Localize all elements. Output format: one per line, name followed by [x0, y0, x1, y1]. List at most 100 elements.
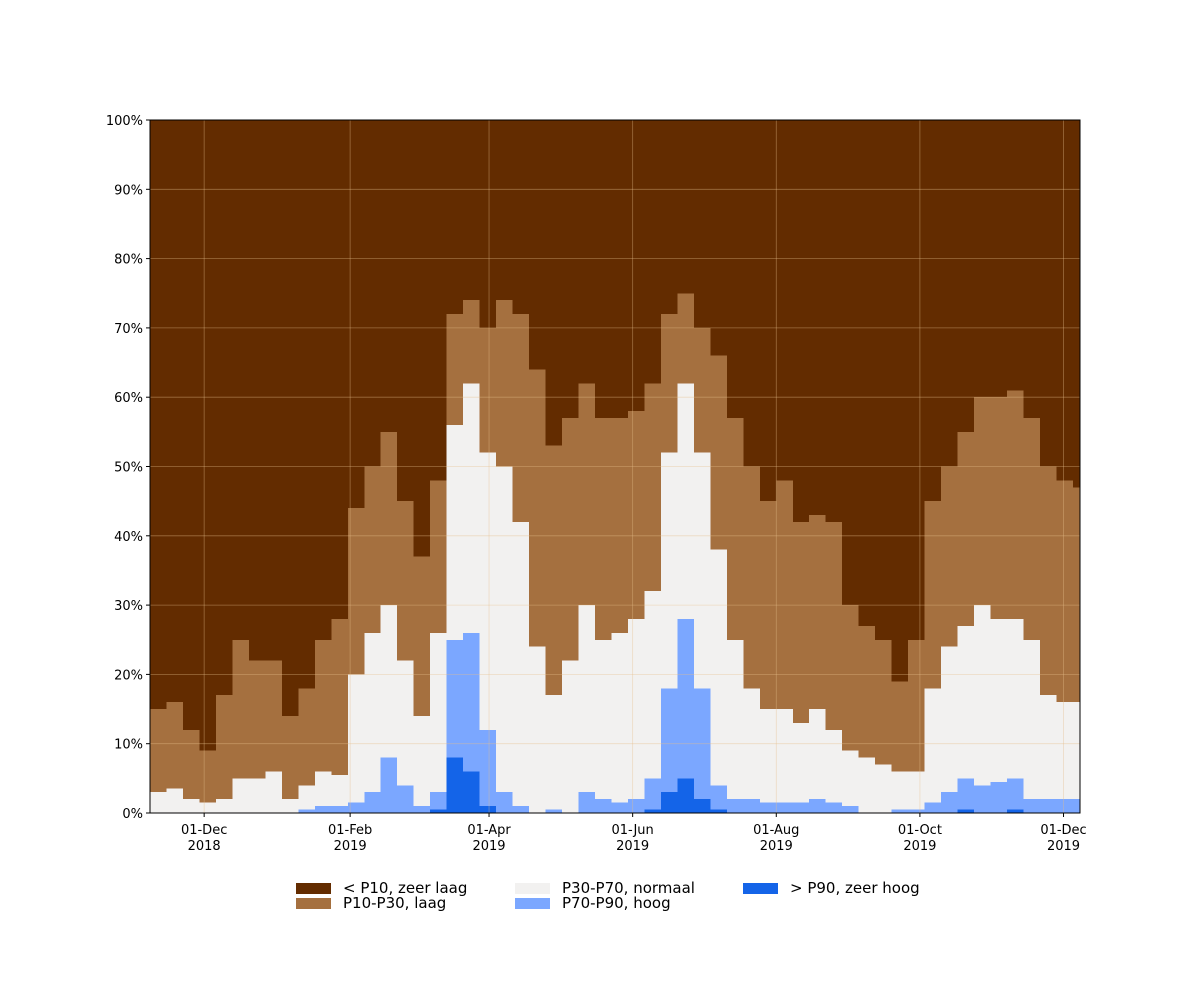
area-segment	[430, 120, 448, 481]
area-segment	[677, 383, 695, 619]
area-segment	[908, 809, 926, 813]
legend-swatch	[743, 883, 778, 894]
area-segment	[430, 480, 448, 633]
area-segment	[627, 618, 646, 800]
area-segment	[809, 515, 827, 710]
area-segment	[660, 452, 678, 689]
area-segment	[660, 688, 678, 793]
area-segment	[182, 120, 201, 730]
area-segment	[496, 120, 514, 301]
area-segment	[611, 417, 629, 633]
area-segment	[248, 120, 266, 661]
area-segment	[924, 120, 942, 502]
area-segment	[479, 806, 497, 813]
area-segment	[347, 508, 365, 675]
legend-label: P30-P70, normaal	[562, 879, 695, 897]
area-segment	[281, 120, 299, 716]
area-segment	[463, 632, 481, 772]
area-segment	[677, 778, 695, 813]
area-segment	[825, 729, 843, 803]
legend-swatch	[515, 883, 550, 894]
area-segment	[825, 802, 843, 813]
area-segment	[446, 639, 464, 758]
area-segment	[430, 632, 448, 793]
area-segment	[314, 806, 332, 813]
area-segment	[792, 120, 810, 522]
area-segment	[611, 120, 629, 418]
area-segment	[150, 792, 168, 813]
area-segment	[677, 120, 695, 294]
area-segment	[1072, 702, 1081, 800]
area-segment	[380, 120, 398, 432]
area-segment	[611, 632, 629, 803]
x-tick-label: 01-Oct 2019	[898, 823, 942, 854]
area-segment	[891, 681, 909, 772]
area-segment	[957, 431, 975, 626]
area-segment	[1023, 120, 1041, 418]
area-segment	[908, 639, 926, 772]
area-segment	[875, 764, 893, 813]
area-segment	[545, 445, 563, 696]
area-segment	[924, 688, 942, 803]
area-segment	[331, 618, 349, 775]
x-tick-label: 01-Apr 2019	[467, 823, 511, 854]
area-segment	[232, 778, 250, 813]
area-segment	[397, 501, 415, 661]
area-segment	[990, 397, 1008, 619]
area-segment	[776, 480, 794, 710]
area-segment	[232, 639, 250, 779]
area-segment	[941, 792, 959, 813]
area-segment	[496, 466, 514, 793]
area-segment	[726, 799, 744, 813]
area-segment	[1039, 466, 1058, 696]
area-segment	[479, 327, 497, 453]
area-segment	[726, 120, 744, 418]
area-segment	[710, 355, 728, 550]
area-segment	[776, 120, 794, 481]
area-segment	[1056, 702, 1074, 800]
area-segment	[1007, 778, 1025, 810]
area-segment	[825, 120, 843, 522]
area-segment	[150, 120, 168, 710]
area-segment	[413, 120, 431, 557]
area-segment	[1039, 120, 1058, 467]
legend-label: > P90, zeer hoog	[790, 879, 920, 897]
area-segment	[677, 618, 695, 779]
area-segment	[496, 792, 514, 813]
area-segment	[759, 501, 777, 710]
area-segment	[298, 809, 316, 813]
area-segment	[512, 314, 530, 522]
area-segment	[413, 715, 431, 807]
area-segment	[232, 120, 250, 640]
area-segment	[1056, 480, 1074, 703]
area-segment	[347, 802, 365, 813]
area-segment	[215, 120, 234, 696]
area-segment	[1007, 390, 1025, 619]
area-segment	[957, 625, 975, 779]
area-segment	[627, 120, 646, 412]
x-tick-label: 01-Dec 2019	[1040, 823, 1086, 854]
area-segment	[1072, 487, 1081, 703]
y-tick-label: 50%	[114, 461, 143, 476]
area-segment	[693, 327, 711, 453]
area-segment	[380, 605, 398, 758]
area-segment	[990, 781, 1008, 813]
area-segment	[743, 799, 761, 813]
area-segment	[150, 709, 168, 793]
area-segment	[380, 431, 398, 606]
area-segment	[397, 660, 415, 786]
area-segment	[924, 802, 942, 813]
area-segment	[611, 802, 629, 813]
area-segment	[594, 417, 613, 640]
area-segment	[364, 466, 382, 633]
area-segment	[990, 120, 1008, 398]
area-segment	[627, 411, 646, 619]
area-segment	[842, 806, 860, 813]
area-segment	[479, 120, 497, 328]
area-segment	[182, 799, 201, 813]
area-segment	[693, 120, 711, 328]
y-tick-label: 100%	[106, 114, 143, 129]
area-segment	[314, 639, 332, 772]
plot-frame	[149, 119, 1081, 814]
